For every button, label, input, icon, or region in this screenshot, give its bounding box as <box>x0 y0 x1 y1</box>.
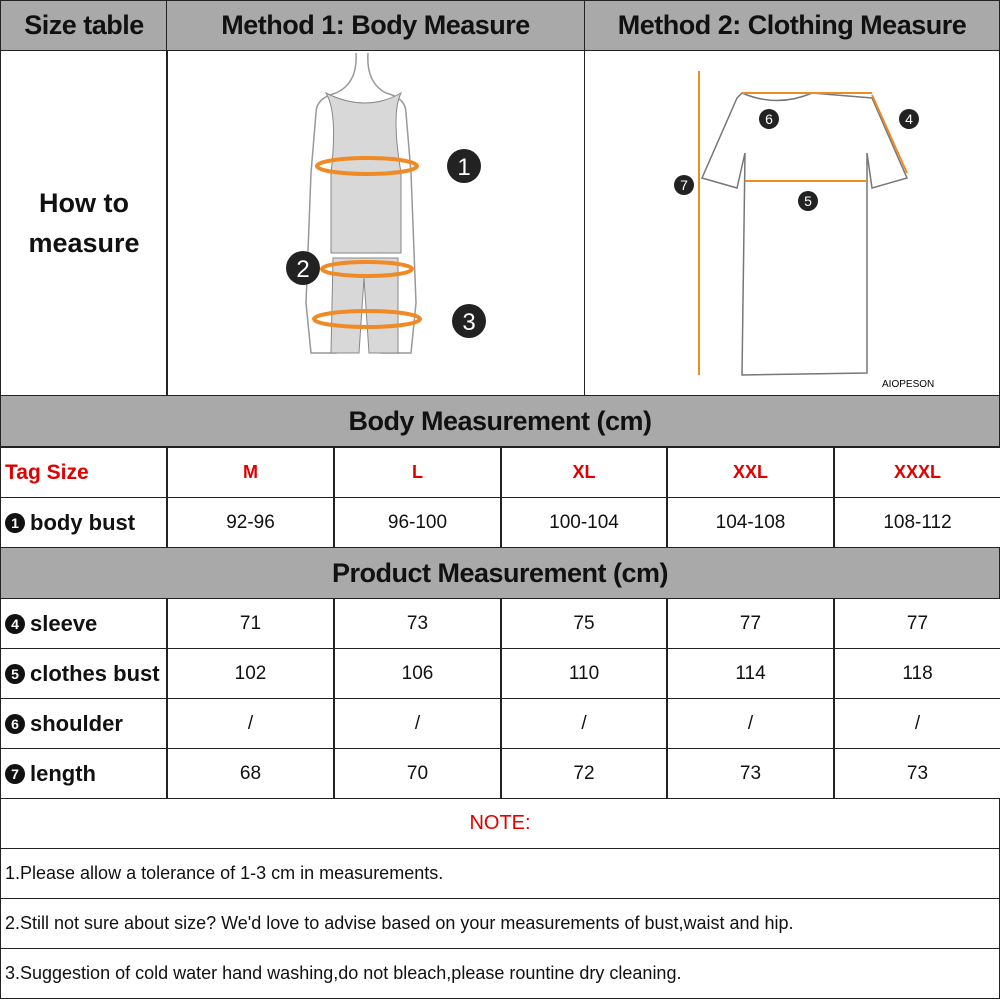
marker-1: 1 <box>457 154 470 181</box>
note-item: 1.Please allow a tolerance of 1-3 cm in … <box>0 848 1000 899</box>
table-cell: 68 <box>166 748 335 799</box>
row-label: shoulder <box>30 710 123 736</box>
marker-5: 5 <box>804 193 812 209</box>
table-cell: / <box>833 698 1000 749</box>
row-label-cell: 6 shoulder <box>0 698 168 749</box>
header-method-1: Method 1: Body Measure <box>166 0 585 51</box>
table-cell: 104-108 <box>666 497 835 548</box>
how-to-measure: How to measure <box>0 50 168 396</box>
marker-3: 3 <box>462 309 475 336</box>
size-header: XXL <box>666 447 835 498</box>
size-header: L <box>333 447 502 498</box>
row-label: body bust <box>30 509 136 535</box>
table-cell: 72 <box>500 748 668 799</box>
tshirt-icon: 6 4 7 5 AIOPESON <box>674 71 934 390</box>
table-cell: 108-112 <box>833 497 1000 548</box>
marker-2: 2 <box>296 256 309 283</box>
table-cell: 73 <box>833 748 1000 799</box>
header-size-table: Size table <box>0 0 168 51</box>
note-item: 3.Suggestion of cold water hand washing,… <box>0 948 1000 999</box>
table-cell: 118 <box>833 648 1000 699</box>
tag-size-label: Tag Size <box>0 447 168 498</box>
table-cell: 71 <box>166 598 335 649</box>
note-title: NOTE: <box>0 798 1000 849</box>
number-badge-icon: 6 <box>5 713 25 734</box>
row-label: sleeve <box>30 610 98 636</box>
table-cell: / <box>333 698 502 749</box>
table-cell: 70 <box>333 748 502 799</box>
product-measurement-title: Product Measurement (cm) <box>0 547 1000 599</box>
row-label: clothes bust <box>30 660 160 686</box>
body-measurement-title: Body Measurement (cm) <box>0 395 1000 447</box>
number-badge-icon: 1 <box>5 512 25 533</box>
table-cell: 100-104 <box>500 497 668 548</box>
table-cell: 75 <box>500 598 668 649</box>
size-header: M <box>166 447 335 498</box>
brand-label: AIOPESON <box>882 379 934 390</box>
marker-7: 7 <box>680 177 688 193</box>
row-label-cell: 1 body bust <box>0 497 168 548</box>
size-header: XL <box>500 447 668 498</box>
table-cell: 114 <box>666 648 835 699</box>
row-label-cell: 7 length <box>0 748 168 799</box>
body-diagram: 1 2 3 <box>166 50 585 396</box>
row-label: length <box>30 760 96 786</box>
header-method-2: Method 2: Clothing Measure <box>584 0 1000 51</box>
table-cell: 102 <box>166 648 335 699</box>
table-cell: / <box>666 698 835 749</box>
row-label-cell: 5 clothes bust <box>0 648 168 699</box>
row-label-cell: 4 sleeve <box>0 598 168 649</box>
marker-6: 6 <box>765 111 773 127</box>
table-cell: 73 <box>666 748 835 799</box>
table-cell: / <box>166 698 335 749</box>
table-cell: 96-100 <box>333 497 502 548</box>
table-cell: 92-96 <box>166 497 335 548</box>
table-cell: 106 <box>333 648 502 699</box>
table-cell: 77 <box>666 598 835 649</box>
table-cell: 73 <box>333 598 502 649</box>
shirt-diagram: 6 4 7 5 AIOPESON <box>584 50 1000 396</box>
body-figure-icon: 1 2 3 <box>285 53 486 354</box>
table-cell: 77 <box>833 598 1000 649</box>
marker-4: 4 <box>905 111 913 127</box>
number-badge-icon: 7 <box>5 763 25 784</box>
size-header: XXXL <box>833 447 1000 498</box>
number-badge-icon: 5 <box>5 663 25 684</box>
table-cell: 110 <box>500 648 668 699</box>
note-item: 2.Still not sure about size? We'd love t… <box>0 898 1000 949</box>
number-badge-icon: 4 <box>5 613 25 634</box>
table-cell: / <box>500 698 668 749</box>
